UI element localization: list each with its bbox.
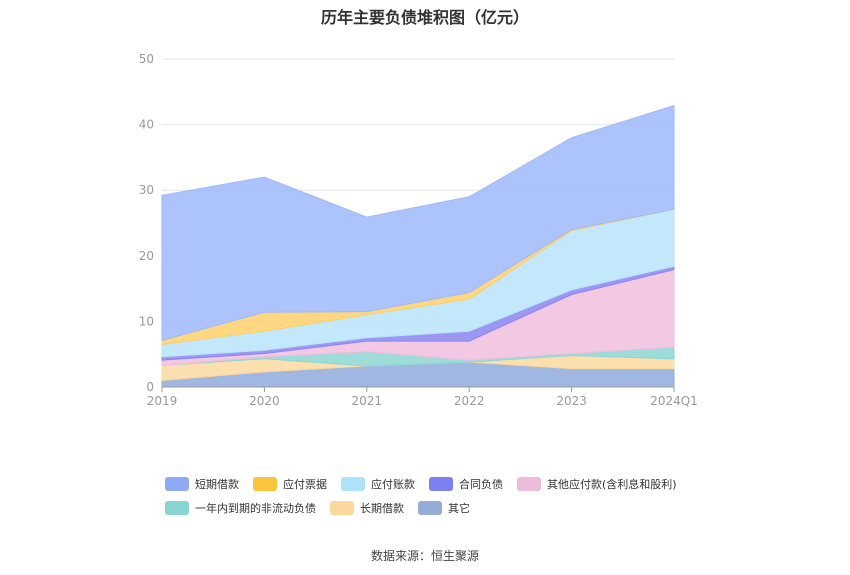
y-tick-label: 0: [146, 380, 154, 394]
x-tick-label: 2020: [249, 394, 280, 408]
legend-item[interactable]: 其他应付款(含利息和股利): [517, 476, 677, 492]
legend-label: 其他应付款(含利息和股利): [547, 478, 677, 491]
data-source: 数据来源：恒生聚源: [370, 549, 479, 563]
legend-swatch: [165, 477, 189, 491]
legend-item[interactable]: 短期借款: [165, 476, 239, 492]
y-tick-label: 20: [139, 249, 154, 263]
legend-swatch: [341, 477, 365, 491]
legend-item[interactable]: 应付票据: [253, 476, 327, 492]
legend-swatch: [165, 501, 189, 515]
legend-label: 应付票据: [283, 478, 327, 491]
legend-row-2: 一年内到期的非流动负债 长期借款 其它: [165, 496, 725, 520]
legend-swatch: [330, 501, 354, 515]
legend-label: 长期借款: [360, 502, 404, 515]
legend-item[interactable]: 长期借款: [330, 500, 404, 516]
y-tick-label: 30: [139, 183, 154, 197]
legend-swatch: [517, 477, 541, 491]
legend-label: 短期借款: [195, 478, 239, 491]
axes: 0 10 20 30 40 50 2019 2020 2021 2022 2023 2024Q1: [139, 52, 698, 408]
legend-item[interactable]: 其它: [418, 500, 470, 516]
stacked-area-chart: 0 10 20 30 40 50 2019 2020 2021 2022 2023 2024Q1: [139, 52, 698, 408]
legend-label: 应付账款: [371, 478, 415, 491]
legend-swatch: [429, 477, 453, 491]
y-tick-label: 50: [139, 52, 154, 66]
legend-label: 一年内到期的非流动负债: [195, 502, 316, 515]
legend-label: 其它: [448, 502, 470, 515]
legend-label: 合同负债: [459, 478, 503, 491]
legend-item[interactable]: 应付账款: [341, 476, 415, 492]
y-tick-label: 10: [139, 314, 154, 328]
area-series-7: [161, 104, 675, 342]
legend-swatch: [253, 477, 277, 491]
legend-swatch: [418, 501, 442, 515]
chart-title: 历年主要负债堆积图（亿元）: [320, 8, 529, 27]
area-series: [161, 104, 675, 388]
y-tick-label: 40: [139, 118, 154, 132]
x-tick-label: 2022: [454, 394, 485, 408]
x-tick-label: 2019: [147, 394, 178, 408]
legend-item[interactable]: 合同负债: [429, 476, 503, 492]
x-tick-label: 2024Q1: [650, 394, 698, 408]
legend: 短期借款 应付票据 应付账款 合同负债 其他应付款(含利息和股利) 一年内到期的非流动负…: [165, 472, 725, 520]
legend-item[interactable]: 一年内到期的非流动负债: [165, 500, 316, 516]
legend-row-1: 短期借款 应付票据 应付账款 合同负债 其他应付款(含利息和股利): [165, 472, 725, 496]
x-tick-label: 2021: [352, 394, 383, 408]
x-tick-label: 2023: [556, 394, 587, 408]
